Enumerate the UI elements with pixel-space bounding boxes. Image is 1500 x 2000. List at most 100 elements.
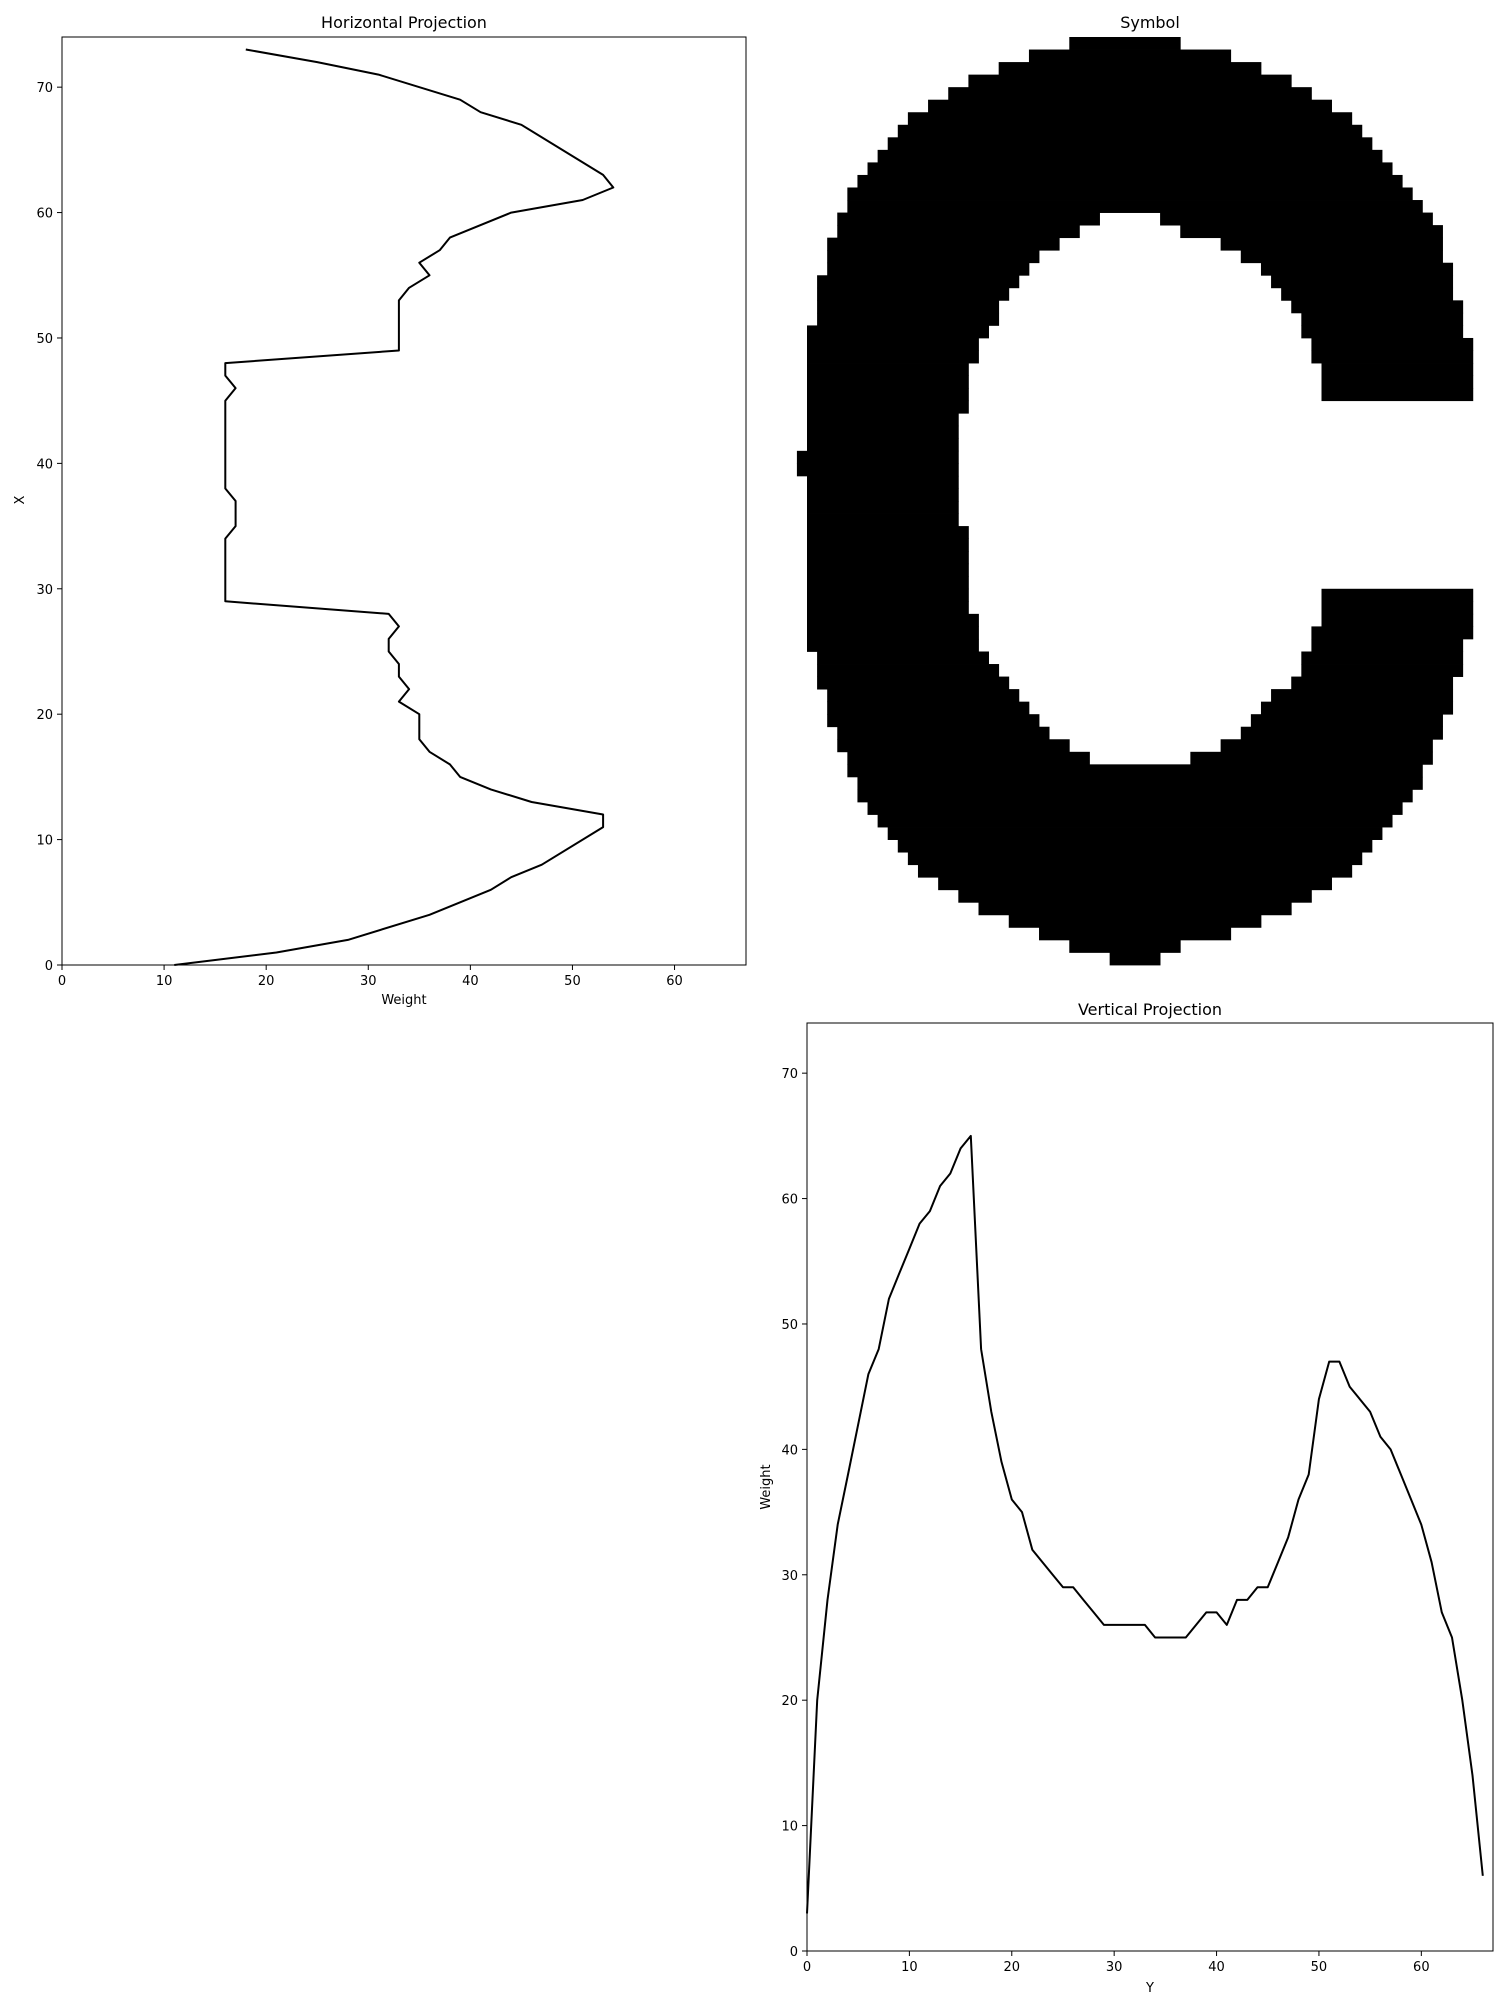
symbol-pixel-run	[817, 651, 989, 665]
symbol-pixel-run	[1281, 287, 1454, 301]
vertical-projection-ticks: 0 10 20 30 40 50 60 0 10 20 30 40 50 60 70	[781, 1067, 1429, 1975]
vertical-projection-ytick-label: 50	[781, 1318, 798, 1333]
symbol-pixel-run	[807, 576, 969, 590]
symbol-pixel-run	[807, 538, 969, 552]
vertical-projection-xlabel: Y	[1145, 1981, 1154, 1996]
vertical-projection-xtick-label: 10	[901, 1960, 918, 1975]
symbol-pixel-run	[1190, 751, 1433, 765]
vertical-projection-xtick-label: 0	[803, 1960, 811, 1975]
symbol-pixel-run	[1069, 939, 1181, 953]
symbol-pixel-run	[1240, 726, 1443, 740]
symbol-pixel-run	[807, 588, 969, 602]
symbol-pixel-run	[1240, 250, 1443, 264]
horizontal-projection-xtick-label: 20	[258, 974, 275, 989]
symbol-pixel-run	[907, 112, 1353, 126]
horizontal-projection-ytick-label: 0	[45, 959, 53, 974]
horizontal-projection-frame	[61, 36, 747, 966]
symbol-pixel-run	[1321, 388, 1474, 402]
symbol-pixel-run	[807, 626, 979, 640]
horizontal-projection-xtick-label: 50	[564, 974, 581, 989]
symbol-pixel-run	[1069, 37, 1181, 50]
symbol-pixel-run	[807, 513, 959, 527]
symbol-pixel-run	[1301, 664, 1464, 677]
symbol-pixel-run	[796, 463, 959, 477]
horizontal-projection-plot	[174, 48, 615, 966]
symbol-pixel-run	[1260, 701, 1454, 715]
symbol-pixel-run	[1321, 588, 1474, 602]
symbol-pixel-run	[1028, 49, 1232, 63]
symbol-pixel-run	[1008, 914, 1262, 928]
symbol-pixel-run	[1301, 651, 1464, 665]
symbol-pixel-run	[1321, 363, 1474, 376]
symbol-pixel-run	[847, 764, 1423, 778]
symbol-pixel-run	[968, 74, 1292, 88]
horizontal-projection-ytick-label: 30	[36, 583, 53, 598]
symbol-pixel-run	[1271, 689, 1454, 703]
symbol-pixel-run	[867, 801, 1403, 815]
symbol-pixel-run	[807, 337, 979, 351]
horizontal-projection-ytick-label: 20	[36, 708, 53, 723]
symbol-pixel-run	[837, 739, 1070, 753]
symbol-pixel-run	[827, 714, 1040, 728]
horizontal-projection-ytick-label: 70	[36, 81, 53, 96]
symbol-pixel-run	[1311, 337, 1474, 351]
symbol-pixel-run	[1109, 952, 1161, 966]
vertical-projection-chart: Vertical Projection Y Weight 0 10 20 30 40 50…	[759, 1000, 1494, 1996]
vertical-projection-title: Vertical Projection	[1078, 1000, 1222, 1019]
symbol-pixel-run	[857, 789, 1413, 803]
vertical-projection-ytick-label: 30	[781, 1569, 798, 1584]
symbol-pixel-run	[1291, 300, 1464, 314]
symbol-pixel-run	[917, 864, 1353, 878]
symbol-pixel-run	[807, 325, 989, 339]
symbol-pixel-run	[827, 689, 1020, 703]
symbol-pixel-run	[827, 237, 1060, 251]
symbol-pixel-run	[847, 751, 1090, 765]
symbol-pixel-run	[948, 87, 1312, 101]
horizontal-projection-xtick-label: 30	[360, 974, 377, 989]
vertical-projection-series-line	[806, 1134, 1484, 1914]
symbol-pixel-run	[817, 287, 1010, 301]
symbol-pixel-run	[928, 99, 1332, 113]
symbol-pixel-run	[817, 676, 1010, 690]
symbol-pixel-run	[837, 726, 1050, 740]
horizontal-projection-ytick-label: 60	[36, 207, 53, 222]
symbol-pixel-run	[807, 551, 969, 565]
horizontal-projection-ytick-label: 40	[36, 457, 53, 472]
vertical-projection-ytick-label: 20	[781, 1694, 798, 1709]
symbol-pixel-run	[1160, 212, 1433, 226]
symbol-pixel-run	[877, 814, 1393, 828]
symbol-pixel-run	[847, 200, 1423, 213]
symbol-pixel-run	[1311, 638, 1464, 652]
symbol-pixel-run	[1220, 739, 1433, 753]
symbol-pixel-run	[1271, 275, 1454, 289]
horizontal-projection-xtick-label: 10	[156, 974, 173, 989]
symbol-pixel-run	[827, 250, 1040, 264]
symbol-pixel-run	[807, 438, 959, 452]
symbol-pixel-run	[1220, 237, 1443, 251]
symbol-pixel-run	[1250, 714, 1443, 728]
symbol-pixel-run	[817, 300, 1000, 314]
symbol-pixel-run	[1311, 350, 1474, 364]
symbol-pixel-run	[796, 450, 959, 464]
horizontal-projection-chart: Horizontal Projection Weight X 0 10 20 30 40…	[13, 13, 747, 1008]
symbol-pixel-run	[817, 275, 1020, 289]
symbol-pixel-run	[807, 488, 959, 502]
symbol-pixel-run	[887, 137, 1373, 151]
vertical-projection-ytick-label: 10	[781, 1820, 798, 1835]
symbol-pixel-run	[817, 664, 1000, 677]
symbol-pixel-run	[807, 563, 969, 577]
symbol-pixel-run	[887, 827, 1383, 840]
vertical-projection-ytick-label: 0	[790, 1945, 798, 1960]
horizontal-projection-ytick-label: 10	[36, 834, 53, 849]
vertical-projection-xtick-label: 20	[1004, 1960, 1021, 1975]
symbol-pixel-run	[1301, 312, 1464, 326]
symbol-pixel-run	[807, 400, 969, 414]
symbol-pixel-run	[877, 149, 1383, 163]
symbol-pixel-run	[1321, 375, 1474, 389]
symbol-pixel-run	[837, 225, 1080, 239]
symbol-pixel-run	[1180, 225, 1443, 239]
symbol-pixel-run	[907, 852, 1363, 866]
symbol-pixel-run	[1311, 626, 1474, 640]
horizontal-projection-xtick-label: 40	[462, 974, 479, 989]
